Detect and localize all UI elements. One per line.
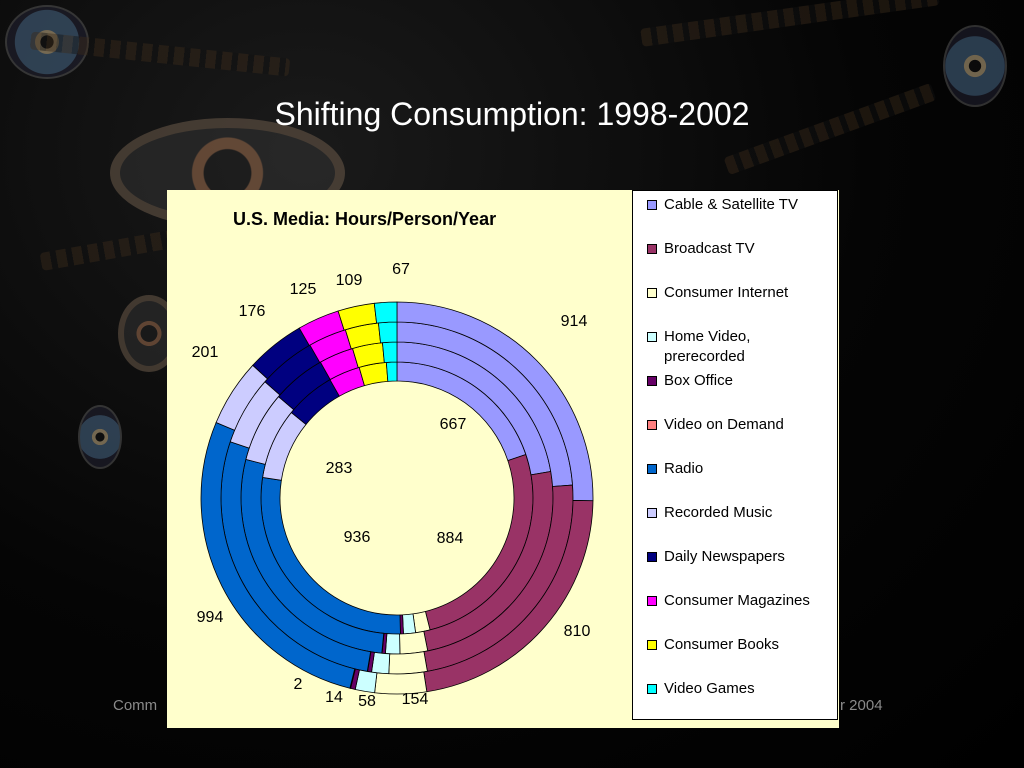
legend-swatch — [647, 332, 657, 342]
chart-legend: Cable & Satellite TV Broadcast TV Consumer… — [632, 190, 838, 720]
film-disc-decoration — [943, 25, 1007, 107]
legend-label: Radio — [664, 460, 704, 477]
legend-label: Recorded Music — [664, 504, 773, 521]
legend-label: Video on Demand — [664, 416, 784, 433]
legend-label: Video Games — [664, 680, 755, 697]
legend-label: Home Video, prerecorded — [664, 328, 751, 365]
footer-text-left: Comm — [113, 697, 158, 714]
legend-swatch — [647, 288, 657, 298]
legend-label: Consumer Internet — [664, 284, 789, 301]
legend-swatch — [647, 464, 657, 474]
film-disc-decoration — [5, 5, 89, 79]
legend-label: Box Office — [664, 372, 733, 389]
legend-swatch — [647, 640, 657, 650]
legend-swatch — [647, 684, 657, 694]
legend-swatch — [647, 508, 657, 518]
legend-label: Consumer Magazines — [664, 592, 810, 609]
legend-label: Broadcast TV — [664, 240, 755, 257]
legend-label: Daily Newspapers — [664, 548, 785, 565]
legend-label: Consumer Books — [664, 636, 780, 653]
legend-swatch — [647, 552, 657, 562]
legend-swatch — [647, 376, 657, 386]
legend-swatch — [647, 596, 657, 606]
film-disc-decoration — [78, 405, 122, 469]
chart-title: U.S. Media: Hours/Person/Year — [233, 209, 497, 229]
legend-swatch — [647, 420, 657, 430]
legend-label: Cable & Satellite TV — [664, 196, 798, 213]
legend-swatch — [647, 244, 657, 254]
footer-text-right: r 2004 — [840, 697, 883, 714]
film-strip-decoration — [640, 0, 940, 47]
slide-title: Shifting Consumption: 1998-2002 — [274, 96, 750, 132]
legend-swatch — [647, 200, 657, 210]
